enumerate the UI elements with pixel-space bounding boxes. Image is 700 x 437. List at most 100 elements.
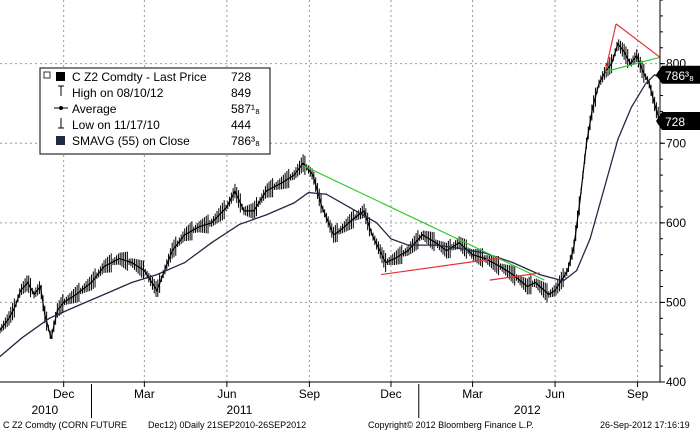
legend-high-value: 849 <box>231 86 251 100</box>
legend[interactable]: C Z2 Comdty - Last Price 728 High on 08/… <box>39 67 271 155</box>
price-point <box>0 329 1 331</box>
smavg-point <box>435 244 437 246</box>
price-point <box>39 285 41 288</box>
price-labels: 786³₈ 728 <box>656 65 700 130</box>
low-marker-icon <box>58 118 64 129</box>
smavg-point <box>376 222 378 224</box>
price-point <box>512 273 514 276</box>
legend-average-label: Average <box>72 102 117 116</box>
price-point <box>243 210 245 212</box>
price-point <box>579 198 581 200</box>
trendline <box>381 257 501 276</box>
high-marker-icon <box>58 85 64 96</box>
trendline <box>604 23 617 72</box>
price-point <box>332 234 335 236</box>
price-point <box>617 43 619 45</box>
price-point <box>103 266 105 268</box>
price-point <box>384 262 387 264</box>
price-point <box>554 289 556 292</box>
price-label-box <box>656 111 700 130</box>
price-point <box>598 82 600 85</box>
price-point <box>526 285 528 288</box>
price-point <box>131 262 133 264</box>
price-point <box>573 246 575 248</box>
smavg-point <box>75 305 77 307</box>
legend-box <box>39 67 271 155</box>
y-tick-label: 500 <box>666 295 686 309</box>
smavg-point <box>562 280 564 282</box>
smavg-point <box>645 82 647 85</box>
x-tick-label: Dec <box>53 387 74 401</box>
price-point <box>548 293 550 296</box>
price-point <box>610 63 613 65</box>
footer-copyright: Copyright© 2012 Bloomberg Finance L.P. <box>368 420 534 430</box>
price-label-box <box>656 65 700 84</box>
price-point <box>371 234 373 236</box>
smavg-point <box>103 293 105 296</box>
legend-low-label: Low on 11/17/10 <box>72 118 160 132</box>
smavg-point <box>293 202 295 204</box>
year-label: 2011 <box>227 403 253 417</box>
smavg-point <box>156 273 158 276</box>
smavg-point <box>348 206 350 208</box>
price-label-text: 728 <box>665 115 685 129</box>
price-point <box>33 293 35 296</box>
price-point <box>629 63 632 65</box>
price-point <box>265 190 267 192</box>
year-label: 2010 <box>31 403 58 417</box>
price-label-text: 786³₈ <box>665 69 694 83</box>
legend-toggle-icon[interactable] <box>43 71 51 79</box>
price-point <box>654 106 657 109</box>
smavg-point <box>390 238 392 240</box>
price-point <box>623 51 625 53</box>
footer-period: Dec12) 0Daily 21SEP2010-26SEP2012 <box>148 420 306 430</box>
price-point <box>648 82 650 85</box>
x-tick-label: Mar <box>462 387 483 401</box>
smavg-point <box>576 269 578 272</box>
price-point <box>56 309 58 311</box>
price-point <box>253 210 255 212</box>
legend-swatch-smavg <box>56 136 65 145</box>
price-point <box>458 242 460 244</box>
price-point <box>302 162 304 164</box>
price-point <box>171 250 173 252</box>
x-tick-label: Sep <box>627 387 649 401</box>
year-label: 2012 <box>514 403 541 417</box>
price-point <box>435 242 437 244</box>
price-point <box>421 234 423 236</box>
trendlines <box>302 23 661 281</box>
footer-timestamp: 26-Sep-2012 17:16:19 <box>600 420 690 430</box>
smavg-point <box>325 193 328 195</box>
price-point <box>585 142 588 144</box>
x-tick-label: Mar <box>134 387 155 401</box>
price-point <box>471 254 474 256</box>
y-tick-label: 600 <box>666 216 686 230</box>
y-tick-label: 700 <box>666 136 686 150</box>
price-point <box>90 281 93 284</box>
smavg-point <box>307 191 310 194</box>
price-point <box>75 293 77 296</box>
footer: C Z2 Comdty (CORN FUTURE Dec12) 0Daily 2… <box>3 420 690 430</box>
footer-security: C Z2 Comdty (CORN FUTURE <box>3 420 127 430</box>
x-tick-label: Jun <box>217 387 236 401</box>
smavg-point <box>211 242 213 244</box>
trendline <box>489 272 540 281</box>
price-point <box>312 174 314 176</box>
price-point <box>198 226 200 228</box>
price-point <box>234 190 236 192</box>
legend-title: C Z2 Comdty - Last Price <box>72 70 207 84</box>
smavg-point <box>602 190 605 192</box>
x-tick-label: Sep <box>299 387 321 401</box>
smavg-point <box>131 281 133 284</box>
price-point <box>321 206 323 208</box>
legend-average-value: 587¹₈ <box>231 102 260 116</box>
price-point <box>50 337 52 339</box>
smavg-point <box>630 106 632 109</box>
price-point <box>293 174 295 176</box>
price-point <box>352 218 354 220</box>
price-point <box>567 269 569 272</box>
smavg-point <box>407 244 409 246</box>
price-point <box>484 258 486 260</box>
